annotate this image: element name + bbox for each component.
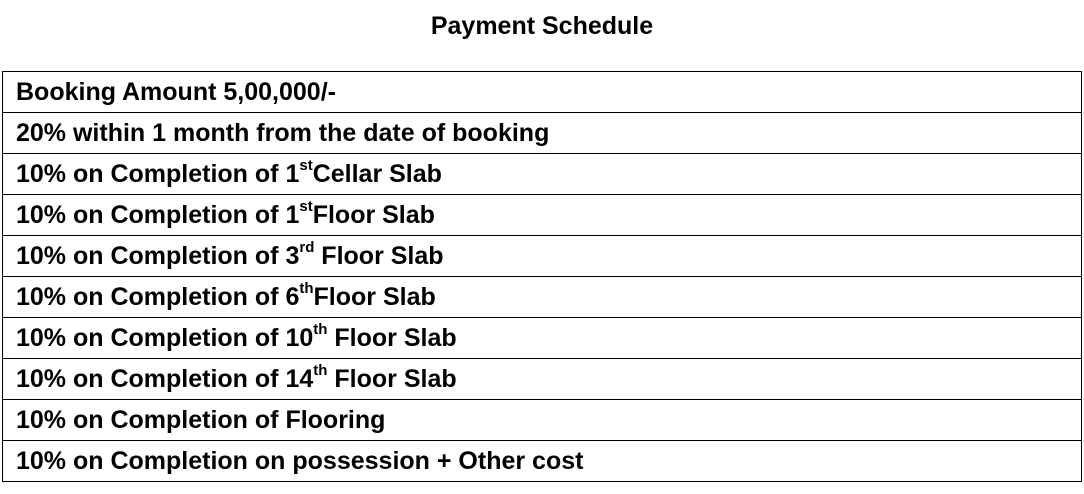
schedule-text-post: Floor Slab [312, 201, 435, 229]
table-row: 20% within 1 month from the date of book… [2, 112, 1082, 154]
schedule-text-sup: rd [299, 238, 315, 256]
schedule-cell: 10% on Completion of 10th Floor Slab [2, 317, 1082, 359]
schedule-text-pre: Booking Amount 5,00,000/- [16, 78, 336, 106]
schedule-text-sup: th [313, 361, 328, 379]
schedule-cell: 10% on Completion of 1stCellar Slab [2, 153, 1082, 195]
schedule-text-post: Floor Slab [314, 242, 444, 270]
schedule-text-sup: st [299, 197, 313, 215]
schedule-cell: 10% on Completion of 3rd Floor Slab [2, 235, 1082, 277]
schedule-text-pre: 20% within 1 month from the date of book… [16, 119, 550, 147]
schedule-text-pre: 10% on Completion of 1 [16, 201, 300, 229]
schedule-cell: 10% on Completion of 14th Floor Slab [2, 358, 1082, 400]
schedule-text-sup: th [299, 279, 314, 297]
schedule-text-pre: 10% on Completion of 3 [16, 242, 300, 270]
schedule-cell: 10% on Completion of Flooring [2, 399, 1082, 441]
table-row: 10% on Completion on possession + Other … [2, 440, 1082, 482]
schedule-text-post: Floor Slab [327, 324, 457, 352]
schedule-cell: 10% on Completion of 1stFloor Slab [2, 194, 1082, 236]
schedule-text-post: Floor Slab [327, 365, 457, 393]
table-row: 10% on Completion of 14th Floor Slab [2, 358, 1082, 400]
schedule-text-pre: 10% on Completion of 10 [16, 324, 314, 352]
table-row: 10% on Completion of 6thFloor Slab [2, 276, 1082, 318]
table-row: 10% on Completion of Flooring [2, 399, 1082, 441]
schedule-text-pre: 10% on Completion of Flooring [16, 406, 386, 434]
schedule-text-pre: 10% on Completion of 6 [16, 283, 300, 311]
table-row: Booking Amount 5,00,000/- [2, 71, 1082, 113]
schedule-text-pre: 10% on Completion of 1 [16, 160, 300, 188]
schedule-cell: Booking Amount 5,00,000/- [2, 71, 1082, 113]
schedule-text-post: Cellar Slab [312, 160, 442, 188]
schedule-text-sup: th [313, 320, 328, 338]
table-row: 10% on Completion of 1stFloor Slab [2, 194, 1082, 236]
schedule-text-post: Floor Slab [313, 283, 436, 311]
table-row: 10% on Completion of 10th Floor Slab [2, 317, 1082, 359]
schedule-text-pre: 10% on Completion of 14 [16, 365, 314, 393]
schedule-text-sup: st [299, 156, 313, 174]
payment-schedule-table: Booking Amount 5,00,000/- 20% within 1 mo… [2, 71, 1082, 482]
schedule-cell: 10% on Completion of 6thFloor Slab [2, 276, 1082, 318]
table-row: 10% on Completion of 3rd Floor Slab [2, 235, 1082, 277]
schedule-cell: 10% on Completion on possession + Other … [2, 440, 1082, 482]
table-row: 10% on Completion of 1stCellar Slab [2, 153, 1082, 195]
schedule-text-pre: 10% on Completion on possession + Other … [16, 447, 584, 475]
schedule-cell: 20% within 1 month from the date of book… [2, 112, 1082, 154]
page-title: Payment Schedule [430, 12, 654, 40]
